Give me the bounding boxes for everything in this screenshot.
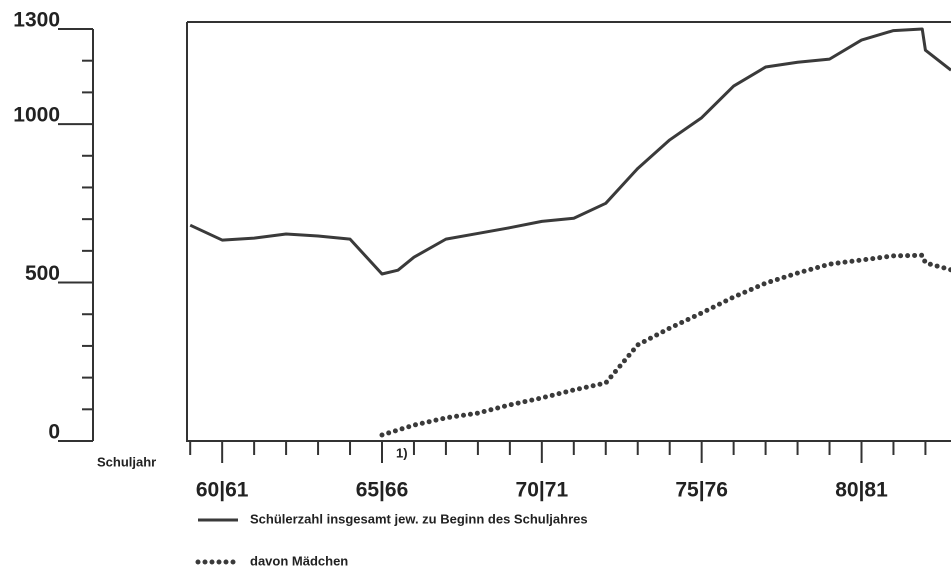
annotation: 1) <box>396 445 408 460</box>
x-tick-label: 75|76 <box>675 479 728 502</box>
x-tick-label: 70|71 <box>516 479 569 502</box>
series-line <box>189 27 951 276</box>
legend-label: davon Mädchen <box>250 553 348 568</box>
y-tick-label: 500 <box>25 262 60 285</box>
series-line <box>379 252 951 438</box>
x-tick-label: 65|66 <box>356 479 409 502</box>
y-tick-label: 0 <box>48 421 60 444</box>
y-tick-label: 1000 <box>13 104 60 127</box>
plot-frame <box>186 21 951 442</box>
y-tick-label: 1300 <box>13 9 60 32</box>
x-tick-label: 60|61 <box>196 479 249 502</box>
x-tick-label: 80|81 <box>835 479 888 502</box>
x-axis-label: Schuljahr <box>97 454 156 469</box>
legend-label: Schülerzahl insgesamt jew. zu Beginn des… <box>250 511 588 526</box>
